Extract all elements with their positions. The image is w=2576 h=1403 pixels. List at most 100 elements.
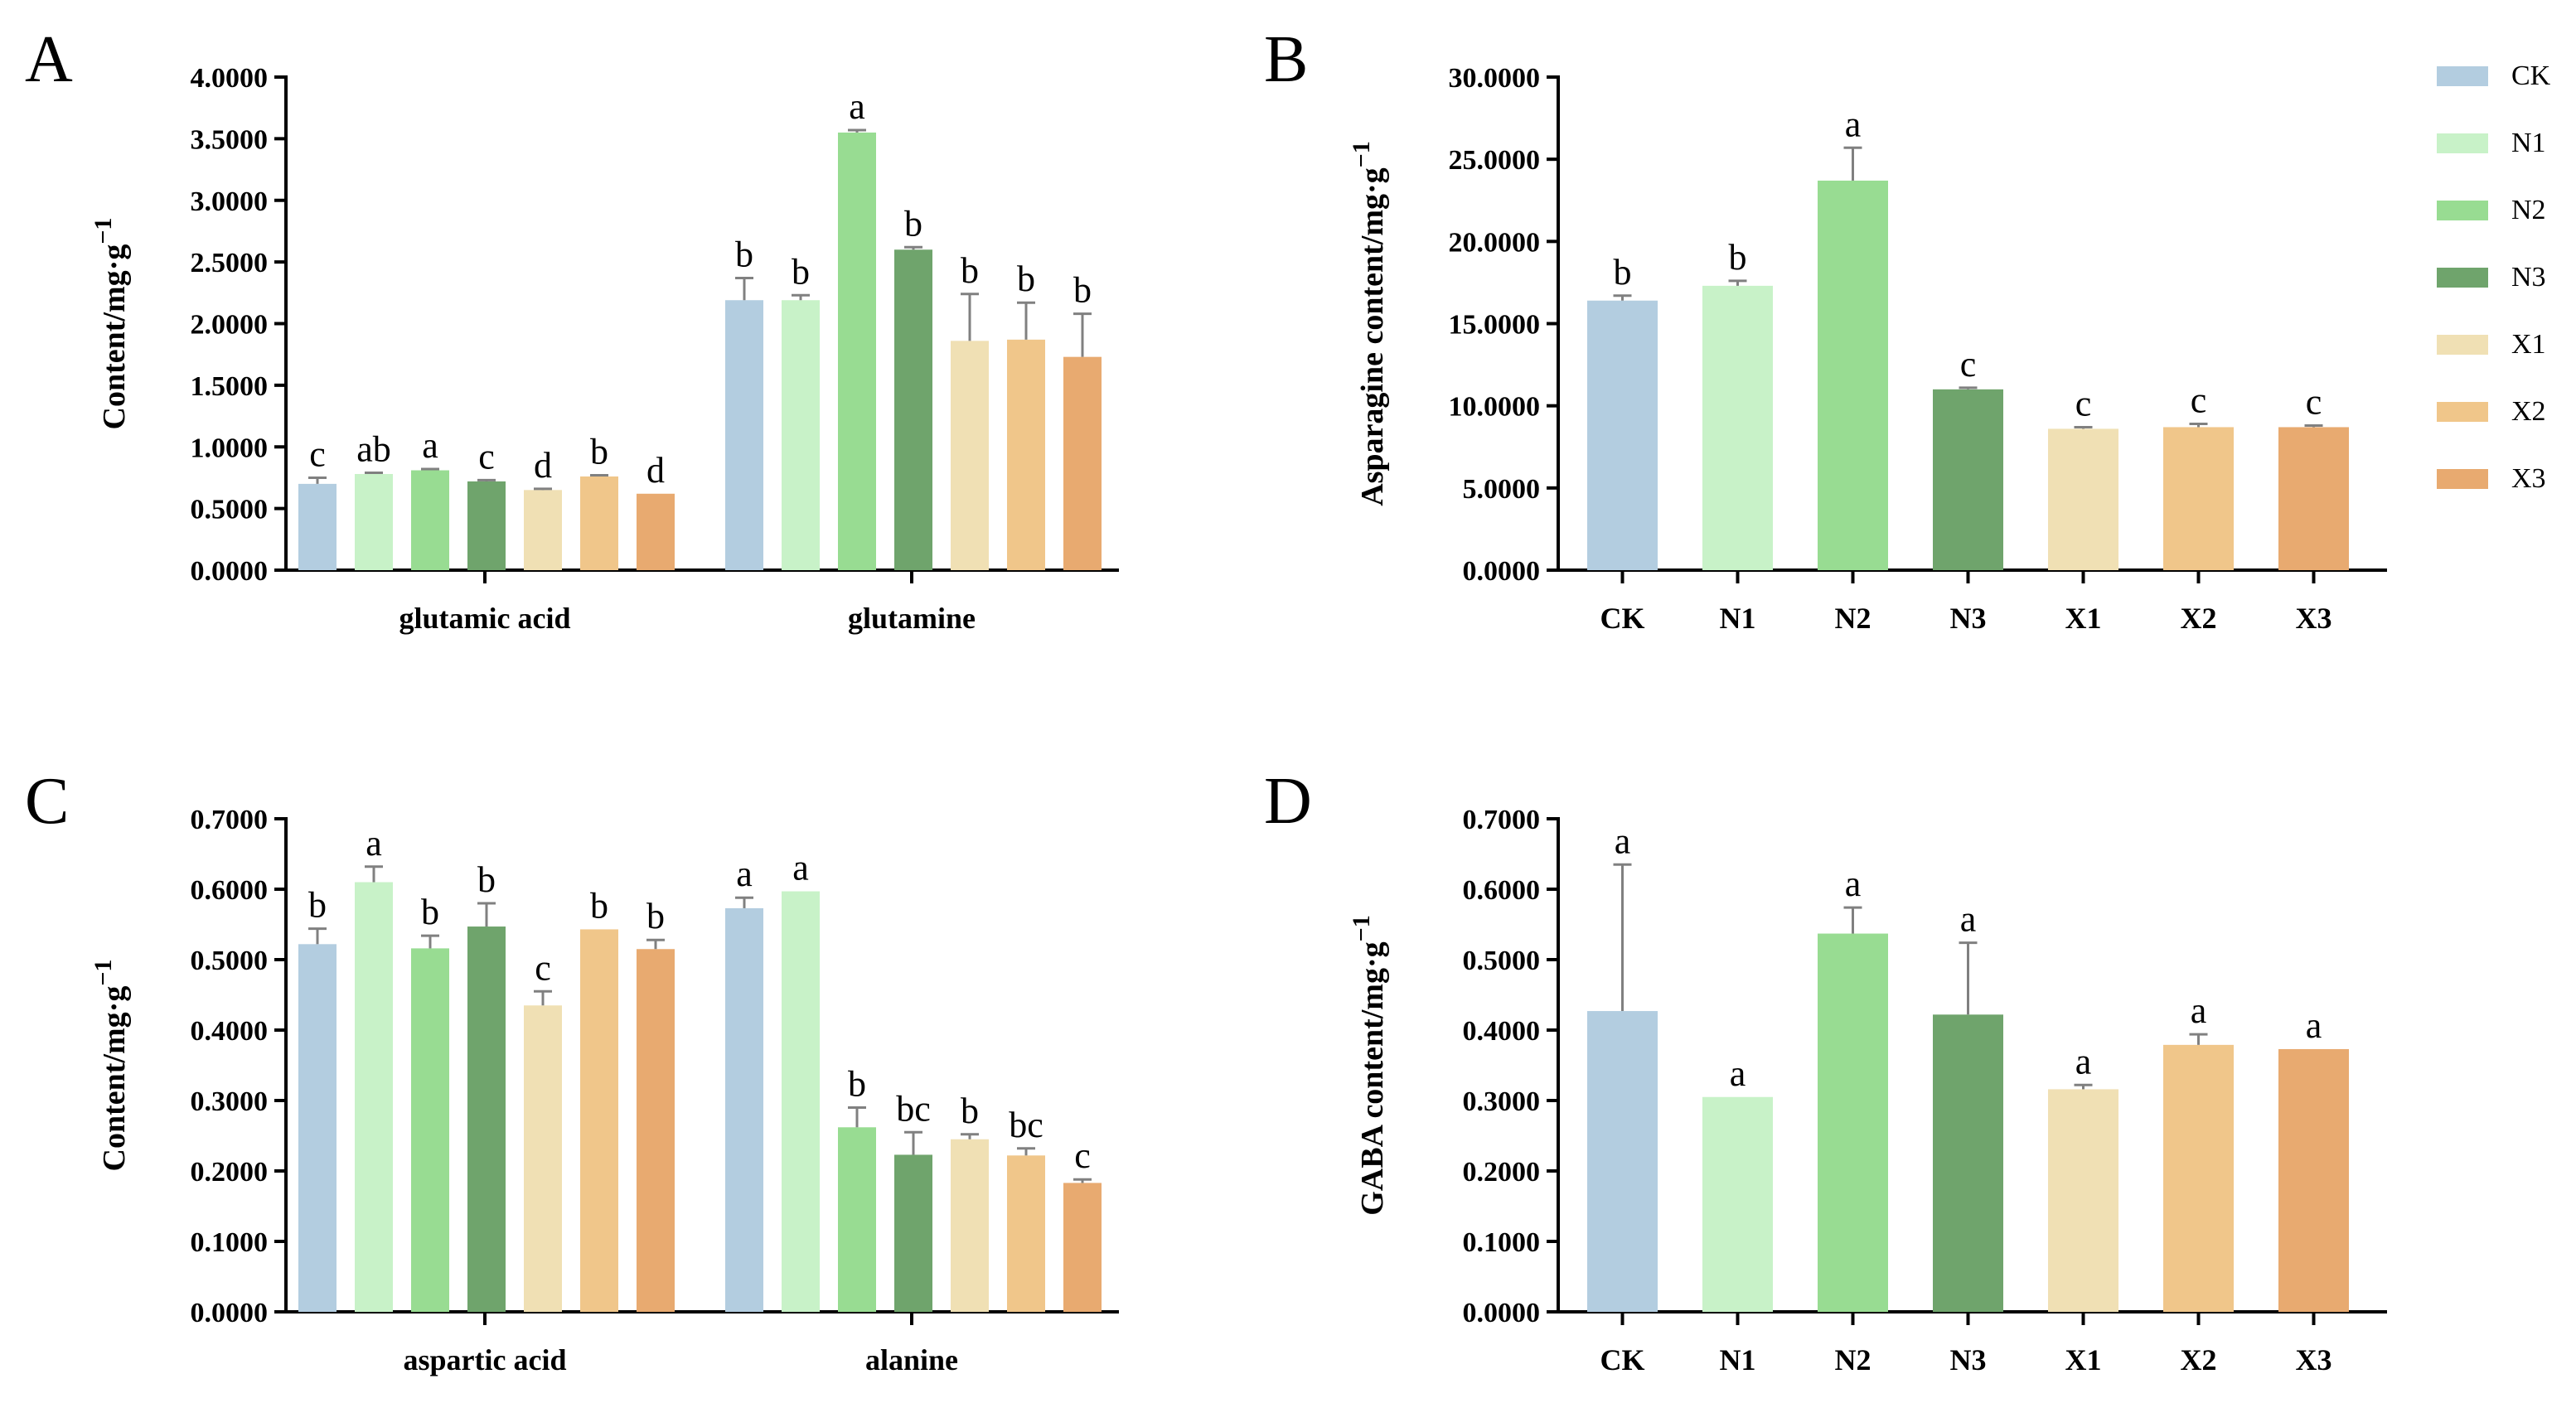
legend-label-N2: N2 bbox=[2511, 195, 2546, 225]
significance-letter-N3: c bbox=[1960, 344, 1977, 385]
y-tick-label: 0.5000 bbox=[1463, 946, 1541, 976]
legend-swatch-N2 bbox=[2437, 201, 2488, 220]
significance-letter-X1: c bbox=[2075, 383, 2092, 423]
y-tick-label: 0.1000 bbox=[191, 1227, 269, 1258]
panel-letter: B bbox=[1264, 23, 1308, 96]
bar-glutamine-X1 bbox=[951, 341, 989, 570]
legend-label-N3: N3 bbox=[2511, 262, 2546, 293]
x-category-label: glutamic acid bbox=[399, 602, 571, 635]
x-category-label: N1 bbox=[1720, 1343, 1756, 1376]
legend-swatch-X3 bbox=[2437, 469, 2488, 489]
significance-letter-X1: a bbox=[2075, 1041, 2092, 1081]
significance-letter-alanine-X2: bc bbox=[1009, 1105, 1043, 1145]
y-tick-label: 10.0000 bbox=[1449, 392, 1541, 423]
x-category-label: X2 bbox=[2181, 1343, 2217, 1376]
x-category-label: CK bbox=[1600, 602, 1645, 635]
significance-letter-glutamic acid-N3: c bbox=[478, 436, 495, 477]
y-tick-label: 3.5000 bbox=[191, 124, 269, 155]
y-axis-label: Asparagine content/mg·g−1 bbox=[1348, 141, 1390, 506]
y-axis-label-main: Content/mg·g bbox=[97, 986, 132, 1172]
y-tick-label: 3.0000 bbox=[191, 186, 269, 217]
bar-glutamic acid-X3 bbox=[637, 493, 675, 570]
legend-swatch-X2 bbox=[2437, 402, 2488, 422]
significance-letter-alanine-N1: a bbox=[792, 848, 809, 888]
significance-letter-glutamic acid-X3: d bbox=[646, 450, 665, 491]
y-tick-label: 1.5000 bbox=[191, 371, 269, 402]
significance-letter-aspartic acid-X3: b bbox=[646, 896, 665, 936]
y-tick-label: 0.0000 bbox=[191, 1298, 269, 1328]
y-axis-label-main: GABA content/mg·g bbox=[1355, 941, 1390, 1215]
legend-swatch-N1 bbox=[2437, 133, 2488, 153]
bar-glutamine-X3 bbox=[1063, 356, 1102, 570]
significance-letter-X3: a bbox=[2306, 1005, 2322, 1046]
significance-letter-N1: a bbox=[1730, 1053, 1746, 1094]
bar-aspartic acid-N2 bbox=[411, 948, 449, 1312]
y-axis-label-exponent: −1 bbox=[90, 218, 117, 244]
significance-letter-alanine-X3: c bbox=[1074, 1135, 1091, 1176]
bar-glutamic acid-N3 bbox=[467, 481, 506, 570]
significance-letter-alanine-N2: b bbox=[848, 1064, 866, 1105]
significance-letter-glutamic acid-N1: ab bbox=[356, 428, 391, 469]
y-axis-label-exponent: −1 bbox=[90, 960, 117, 986]
bar-glutamine-X2 bbox=[1007, 339, 1045, 570]
significance-letter-aspartic acid-N2: b bbox=[421, 892, 439, 932]
y-tick-label: 30.0000 bbox=[1449, 63, 1541, 94]
bar-N2 bbox=[1818, 180, 1888, 570]
x-category-label: N2 bbox=[1835, 1343, 1871, 1376]
significance-letter-X3: c bbox=[2306, 381, 2322, 422]
y-tick-label: 25.0000 bbox=[1449, 145, 1541, 176]
x-category-label: X3 bbox=[2296, 602, 2332, 635]
y-tick-label: 0.3000 bbox=[1463, 1086, 1541, 1117]
bar-CK bbox=[1587, 300, 1658, 570]
bar-glutamic acid-N1 bbox=[355, 473, 393, 570]
bar-X2 bbox=[2163, 1044, 2234, 1312]
bar-X3 bbox=[2278, 1048, 2349, 1312]
y-tick-label: 0.0000 bbox=[191, 556, 269, 587]
bar-aspartic acid-X3 bbox=[637, 949, 675, 1312]
bar-N3 bbox=[1933, 389, 2003, 570]
x-category-label: N1 bbox=[1720, 602, 1756, 635]
y-tick-label: 4.0000 bbox=[191, 63, 269, 94]
significance-letter-aspartic acid-X2: b bbox=[590, 885, 608, 926]
bar-aspartic acid-X1 bbox=[524, 1005, 562, 1312]
x-category-label: alanine bbox=[865, 1343, 958, 1376]
x-category-label: CK bbox=[1600, 1343, 1645, 1376]
legend-swatch-N3 bbox=[2437, 268, 2488, 288]
panel-letter: A bbox=[25, 23, 73, 96]
y-tick-label: 0.4000 bbox=[1463, 1016, 1541, 1047]
legend-swatch-X1 bbox=[2437, 335, 2488, 355]
legend-label-X1: X1 bbox=[2511, 329, 2546, 360]
x-category-label: N2 bbox=[1835, 602, 1871, 635]
bar-glutamine-N3 bbox=[894, 249, 932, 570]
legend-label-CK: CK bbox=[2511, 60, 2551, 91]
x-category-label: X1 bbox=[2065, 602, 2102, 635]
x-category-label: X2 bbox=[2181, 602, 2217, 635]
bar-alanine-X3 bbox=[1063, 1183, 1102, 1312]
chart-panel-C: C 0.0000 0.1000 0.2000 0.3000 0.4000 0.5000 0.6… bbox=[25, 765, 1119, 1376]
y-axis-label: Content/mg·g−1 bbox=[90, 218, 132, 430]
bar-aspartic acid-N1 bbox=[355, 882, 393, 1312]
bar-N2 bbox=[1818, 933, 1888, 1312]
significance-letter-aspartic acid-N1: a bbox=[366, 823, 382, 864]
bar-glutamic acid-X1 bbox=[524, 490, 562, 570]
significance-letter-aspartic acid-N3: b bbox=[477, 859, 496, 900]
y-tick-label: 0.5000 bbox=[191, 495, 269, 525]
significance-letter-glutamic acid-N2: a bbox=[422, 425, 438, 466]
bar-aspartic acid-X2 bbox=[580, 929, 618, 1312]
chart-panel-D: D 0.0000 0.1000 0.2000 0.3000 0.4000 0.5000 0.6… bbox=[1264, 765, 2387, 1376]
y-tick-label: 5.0000 bbox=[1463, 474, 1541, 505]
bar-glutamic acid-X2 bbox=[580, 476, 618, 570]
bar-aspartic acid-CK bbox=[298, 944, 337, 1312]
bar-glutamic acid-N2 bbox=[411, 470, 449, 570]
significance-letter-N2: a bbox=[1845, 864, 1862, 904]
significance-letter-glutamine-N2: a bbox=[849, 86, 865, 127]
bar-N1 bbox=[1702, 1096, 1773, 1312]
bar-glutamine-N1 bbox=[782, 300, 820, 570]
significance-letter-aspartic acid-CK: b bbox=[308, 885, 327, 926]
y-tick-label: 0.7000 bbox=[1463, 805, 1541, 835]
y-tick-label: 0.6000 bbox=[1463, 875, 1541, 906]
y-tick-label: 0.0000 bbox=[1463, 556, 1541, 587]
bar-alanine-N3 bbox=[894, 1154, 932, 1312]
